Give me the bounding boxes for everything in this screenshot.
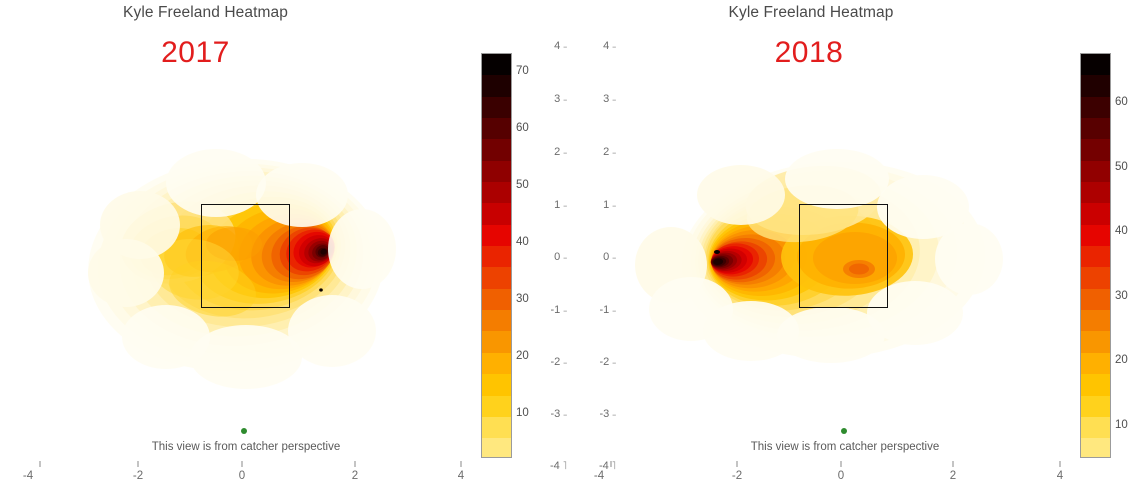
colorbar-label-30: 30 — [1115, 290, 1128, 302]
panel-year-label: 2018 — [774, 36, 844, 69]
panel-title: Kyle Freeland Heatmap — [123, 4, 288, 21]
y-tick-neg2: -2 ˗ — [599, 356, 616, 368]
y-tick-2: 2 ˗ — [554, 146, 567, 158]
y-tick-4: 4 ˗ — [554, 40, 567, 52]
heatmap-plot-2017 — [40, 40, 460, 460]
colorbar-label-20: 20 — [516, 350, 529, 362]
y-tick-neg4: -4 ˥ — [549, 460, 567, 472]
x-tickmark-4 — [460, 461, 462, 467]
catcher-perspective-dot — [841, 428, 847, 434]
colorbar-label-10: 10 — [516, 407, 529, 419]
y-tick-0: 0 ˗ — [603, 251, 616, 263]
y-tick-neg1: -1 ˗ — [550, 304, 567, 316]
strike-zone-box — [201, 204, 290, 308]
heatmap-plot-2018 — [611, 40, 1051, 460]
y-tick-1: 1 ˗ — [554, 199, 567, 211]
x-tickmark-0 — [840, 461, 842, 467]
y-tick-neg1: -1 ˗ — [599, 304, 616, 316]
x-tickmark-0 — [241, 461, 243, 467]
x-tickmark-4 — [1059, 461, 1061, 467]
y-tick-0: 0 ˗ — [554, 251, 567, 263]
kde-contours — [88, 149, 396, 389]
x-tick-neg4: -4 — [22, 470, 34, 482]
colorbar-gradient — [1080, 53, 1111, 458]
x-tick-2: 2 — [351, 470, 359, 482]
x-tickmark-neg4 — [610, 461, 612, 467]
y-tick-2: 2 ˗ — [603, 146, 616, 158]
x-tick-neg4: -4 — [593, 470, 605, 482]
x-tickmark-2 — [354, 461, 356, 467]
colorbar-label-60: 60 — [516, 122, 529, 134]
y-tick-neg2: -2 ˗ — [550, 356, 567, 368]
x-tick-0: 0 — [238, 470, 246, 482]
panel-2018: Kyle Freeland Heatmap 2018 4 ˗ 3 ˗ 2 ˗ 1… — [567, 0, 1135, 491]
x-tickmark-2 — [952, 461, 954, 467]
y-tick-neg3: -3 ˗ — [550, 408, 567, 420]
x-tick-4: 4 — [1056, 470, 1064, 482]
x-tick-4: 4 — [457, 470, 465, 482]
panel-2017: Kyle Freeland Heatmap 2017 4 ˗ 3 ˗ 2 ˗ 1… — [0, 0, 567, 491]
colorbar-gradient — [481, 53, 512, 458]
strike-zone-box — [799, 204, 888, 308]
perspective-caption: This view is from catcher perspective — [750, 441, 940, 453]
colorbar-label-60: 60 — [1115, 96, 1128, 108]
x-tick-neg2: -2 — [132, 470, 144, 482]
x-tick-2: 2 — [949, 470, 957, 482]
colorbar-label-10: 10 — [1115, 419, 1128, 431]
y-tick-3: 3 ˗ — [603, 93, 616, 105]
x-tick-neg2: -2 — [731, 470, 743, 482]
y-tick-4: 4 ˗ — [603, 40, 616, 52]
panel-year-label: 2017 — [161, 36, 230, 69]
y-tick-neg4: -4 ˥ — [598, 460, 616, 472]
x-tickmark-neg4 — [39, 461, 41, 467]
x-tickmark-neg2 — [137, 461, 139, 467]
colorbar-label-40: 40 — [1115, 225, 1128, 237]
x-tick-0: 0 — [837, 470, 845, 482]
perspective-caption: This view is from catcher perspective — [151, 441, 341, 453]
colorbar-label-20: 20 — [1115, 354, 1128, 366]
panel-title: Kyle Freeland Heatmap — [728, 4, 894, 21]
colorbar-label-40: 40 — [516, 236, 529, 248]
colorbar-label-50: 50 — [516, 179, 529, 191]
colorbar-label-50: 50 — [1115, 161, 1128, 173]
catcher-perspective-dot — [241, 428, 247, 434]
colorbar-label-70: 70 — [516, 65, 529, 77]
y-tick-neg3: -3 ˗ — [599, 408, 616, 420]
colorbar-label-30: 30 — [516, 293, 529, 305]
y-tick-1: 1 ˗ — [603, 199, 616, 211]
y-tick-3: 3 ˗ — [554, 93, 567, 105]
x-tickmark-neg2 — [736, 461, 738, 467]
kde-contours — [635, 149, 1003, 363]
